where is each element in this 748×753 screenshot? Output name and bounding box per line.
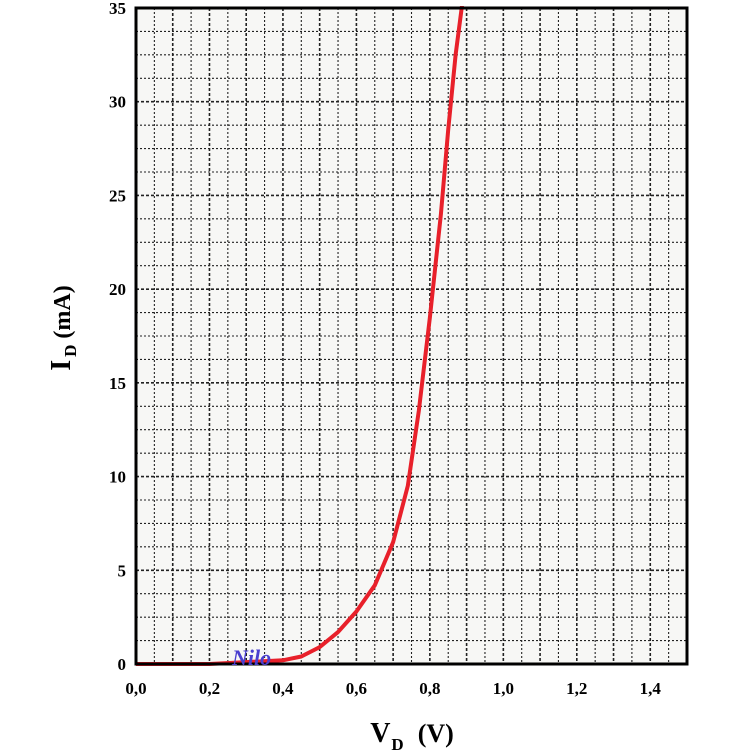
x-tick-label: 0,4 <box>272 679 294 698</box>
y-tick-label: 30 <box>109 93 126 112</box>
x-tick-label: 0,2 <box>199 679 220 698</box>
y-tick-label: 35 <box>109 0 126 18</box>
series-line <box>136 6 464 666</box>
y-tick-label: 15 <box>109 374 126 393</box>
x-tick-label: 0,6 <box>346 679 367 698</box>
y-tick-label: 25 <box>109 186 126 205</box>
x-tick-labels: 0,0 0,2 0,4 0,6 0,8 1,0 1,2 1,4 <box>125 679 661 698</box>
watermark: Nilo <box>231 645 271 670</box>
x-tick-label: 1,2 <box>566 679 587 698</box>
y-tick-label: 5 <box>118 561 127 580</box>
y-tick-label: 0 <box>118 655 127 674</box>
plot-frame <box>134 6 689 666</box>
x-tick-label: 1,0 <box>493 679 514 698</box>
x-tick-label: 0,0 <box>125 679 146 698</box>
y-axis-title: ID(mA) <box>46 285 80 371</box>
x-tick-label: 1,4 <box>640 679 662 698</box>
series-layer <box>136 6 464 666</box>
y-tick-label: 20 <box>109 280 126 299</box>
plot-border <box>134 6 689 666</box>
x-axis-title: VD (V) <box>370 718 454 753</box>
x-tick-label: 0,8 <box>419 679 440 698</box>
y-tick-labels: 0 5 10 15 20 25 30 35 <box>109 0 126 674</box>
y-tick-label: 10 <box>109 468 126 487</box>
